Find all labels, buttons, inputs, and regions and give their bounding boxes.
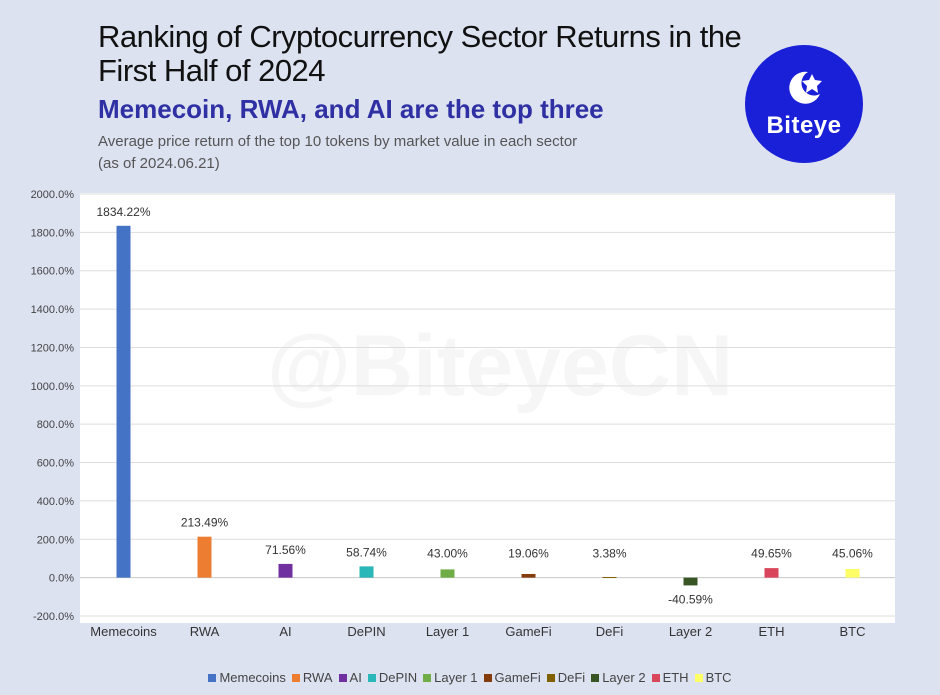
legend-item: Memecoins <box>208 670 286 685</box>
chart-note: Average price return of the top 10 token… <box>98 131 698 175</box>
x-tick-label: Memecoins <box>90 624 157 639</box>
bar-memecoins <box>116 225 131 578</box>
data-label: 45.06% <box>832 547 873 561</box>
y-tick-label: 0.0% <box>49 573 74 585</box>
legend-swatch <box>208 673 217 682</box>
legend-label: DeFi <box>557 670 586 685</box>
x-tick-label: ETH <box>759 624 785 639</box>
legend-swatch <box>423 673 432 682</box>
note-line-2: (as of 2024.06.21) <box>98 155 220 172</box>
y-tick-label: -200.0% <box>33 611 74 623</box>
x-tick-label: RWA <box>190 624 220 639</box>
plot-area <box>80 193 895 623</box>
watermark: @BiteyeCN <box>267 318 733 414</box>
data-label: 213.49% <box>181 516 229 530</box>
data-label: 19.06% <box>508 547 549 561</box>
legend-item: ETH <box>651 670 689 685</box>
bar-eth <box>764 568 779 578</box>
legend-item: GameFi <box>483 670 541 685</box>
legend-item: RWA <box>291 670 333 685</box>
legend-item: DeFi <box>546 670 586 685</box>
legend-label: Layer 2 <box>602 670 646 685</box>
x-tick-label: DePIN <box>347 624 385 639</box>
bar-gamefi <box>521 573 536 578</box>
legend-swatch <box>291 673 300 682</box>
bar-defi <box>602 576 617 578</box>
y-tick-label: 2000.0% <box>31 189 75 201</box>
bar-ai <box>278 563 293 578</box>
y-tick-label: 1200.0% <box>31 342 75 354</box>
data-label: 1834.22% <box>96 205 150 219</box>
legend-label: BTC <box>705 670 732 685</box>
bar-btc <box>845 568 860 578</box>
data-label: 43.00% <box>427 547 468 561</box>
legend-swatch <box>591 673 600 682</box>
legend-item: Layer 1 <box>423 670 478 685</box>
bar-layer-1 <box>440 569 455 578</box>
biteye-logo: Biteye <box>745 45 863 163</box>
legend-swatch <box>483 673 492 682</box>
x-tick-label: DeFi <box>596 624 624 639</box>
data-label: 3.38% <box>592 547 626 561</box>
bar-depin <box>359 566 374 578</box>
y-tick-label: 600.0% <box>37 458 75 470</box>
y-tick-label: 1400.0% <box>31 304 75 316</box>
chart-subtitle: Memecoin, RWA, and AI are the top three <box>98 94 604 124</box>
legend-swatch <box>367 673 376 682</box>
legend-label: RWA <box>302 670 333 685</box>
legend-label: AI <box>349 670 362 685</box>
x-tick-label: AI <box>279 624 291 639</box>
y-tick-label: 1800.0% <box>31 227 75 239</box>
x-tick-label: GameFi <box>505 624 551 639</box>
y-tick-label: 1600.0% <box>31 266 75 278</box>
legend-label: DePIN <box>378 670 418 685</box>
y-tick-label: 1000.0% <box>31 381 75 393</box>
bar-chart: @BiteyeCN -200.0% 0.0% 200.0% 400.0% 600.0% 8… <box>31 189 895 639</box>
data-label: 49.65% <box>751 547 792 561</box>
legend: Memecoins RWA AI DePIN Layer 1 GameFi DeFi Laye… <box>0 670 940 685</box>
legend-label: Layer 1 <box>434 670 478 685</box>
legend-label: ETH <box>662 670 689 685</box>
x-tick-label: Layer 1 <box>426 624 469 639</box>
logo-brand-text: Biteye <box>766 112 842 139</box>
legend-item: AI <box>338 670 362 685</box>
legend-label: Memecoins <box>219 670 286 685</box>
legend-item: BTC <box>694 670 732 685</box>
biteye-logo-icon <box>789 71 822 104</box>
legend-swatch <box>651 673 660 682</box>
note-line-1: Average price return of the top 10 token… <box>98 133 578 150</box>
y-tick-label: 800.0% <box>37 419 75 431</box>
legend-item: Layer 2 <box>591 670 646 685</box>
legend-swatch <box>546 673 555 682</box>
bar-rwa <box>197 536 212 578</box>
bar-layer-2 <box>683 577 698 586</box>
data-label: -40.59% <box>668 592 713 606</box>
legend-swatch <box>338 673 347 682</box>
y-tick-label: 400.0% <box>37 496 75 508</box>
data-label: 71.56% <box>265 543 306 557</box>
legend-label: GameFi <box>494 670 541 685</box>
x-tick-label: Layer 2 <box>669 624 712 639</box>
y-tick-label: 200.0% <box>37 534 75 546</box>
chart-title: Ranking of Cryptocurrency Sector Returns… <box>98 19 742 88</box>
x-tick-label: BTC <box>840 624 866 639</box>
legend-item: DePIN <box>367 670 418 685</box>
data-label: 58.74% <box>346 545 387 559</box>
legend-swatch <box>694 673 703 682</box>
